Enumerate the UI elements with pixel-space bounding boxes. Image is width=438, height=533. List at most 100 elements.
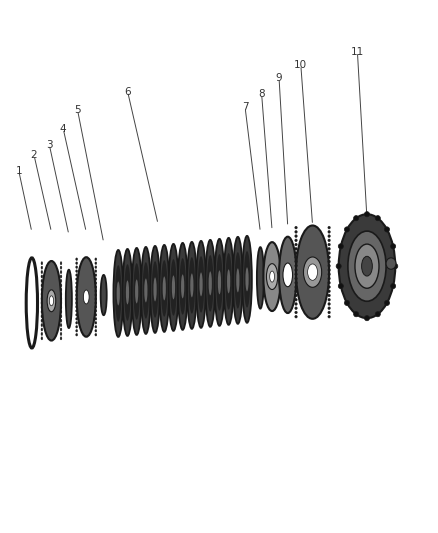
Ellipse shape <box>328 247 330 250</box>
Ellipse shape <box>83 290 89 304</box>
Ellipse shape <box>215 239 224 326</box>
Ellipse shape <box>391 244 396 249</box>
Ellipse shape <box>169 244 178 331</box>
Ellipse shape <box>295 252 297 254</box>
Ellipse shape <box>245 268 249 292</box>
Ellipse shape <box>60 266 62 269</box>
Ellipse shape <box>76 310 78 312</box>
Ellipse shape <box>353 312 359 317</box>
Ellipse shape <box>47 290 56 312</box>
Ellipse shape <box>328 311 330 314</box>
Ellipse shape <box>76 282 78 284</box>
Ellipse shape <box>60 337 62 340</box>
Ellipse shape <box>295 281 297 284</box>
Ellipse shape <box>60 284 62 287</box>
Ellipse shape <box>60 271 62 273</box>
Ellipse shape <box>328 230 330 233</box>
Ellipse shape <box>42 261 61 341</box>
Ellipse shape <box>60 319 62 322</box>
Ellipse shape <box>328 264 330 267</box>
Text: 8: 8 <box>258 89 265 99</box>
Ellipse shape <box>375 215 380 221</box>
Ellipse shape <box>216 254 223 311</box>
Ellipse shape <box>60 288 62 291</box>
Ellipse shape <box>233 237 243 324</box>
Ellipse shape <box>60 306 62 309</box>
Ellipse shape <box>101 275 107 315</box>
Ellipse shape <box>60 328 62 331</box>
Ellipse shape <box>76 302 78 304</box>
Ellipse shape <box>208 271 212 295</box>
Ellipse shape <box>328 239 330 241</box>
Text: 7: 7 <box>242 102 248 112</box>
Ellipse shape <box>295 273 297 276</box>
Text: 2: 2 <box>31 150 37 160</box>
Ellipse shape <box>283 263 293 287</box>
Ellipse shape <box>295 311 297 314</box>
Ellipse shape <box>141 247 151 334</box>
Ellipse shape <box>76 318 78 320</box>
Ellipse shape <box>60 275 62 278</box>
Ellipse shape <box>295 264 297 267</box>
Ellipse shape <box>227 269 230 293</box>
Ellipse shape <box>328 260 330 263</box>
Ellipse shape <box>41 266 43 269</box>
Ellipse shape <box>95 286 97 288</box>
Ellipse shape <box>41 319 43 322</box>
Ellipse shape <box>279 237 297 313</box>
Text: 6: 6 <box>124 86 131 96</box>
Ellipse shape <box>41 275 43 278</box>
Ellipse shape <box>41 297 43 300</box>
Ellipse shape <box>328 226 330 229</box>
Ellipse shape <box>266 264 278 289</box>
Ellipse shape <box>328 269 330 271</box>
Ellipse shape <box>190 273 194 297</box>
Ellipse shape <box>150 246 160 333</box>
Ellipse shape <box>76 294 78 296</box>
Ellipse shape <box>60 333 62 335</box>
Ellipse shape <box>95 297 97 300</box>
Ellipse shape <box>328 286 330 288</box>
Ellipse shape <box>295 286 297 288</box>
Ellipse shape <box>328 277 330 280</box>
Ellipse shape <box>76 270 78 272</box>
Ellipse shape <box>338 244 343 249</box>
Ellipse shape <box>385 227 389 232</box>
Ellipse shape <box>236 269 240 292</box>
Ellipse shape <box>295 239 297 241</box>
Ellipse shape <box>76 290 78 292</box>
Ellipse shape <box>170 259 177 316</box>
Ellipse shape <box>172 276 175 300</box>
Ellipse shape <box>95 329 97 332</box>
Ellipse shape <box>295 256 297 259</box>
Ellipse shape <box>123 249 132 336</box>
Ellipse shape <box>295 260 297 263</box>
Ellipse shape <box>41 314 43 318</box>
Ellipse shape <box>328 273 330 276</box>
Ellipse shape <box>76 286 78 288</box>
Ellipse shape <box>95 278 97 280</box>
Ellipse shape <box>41 324 43 327</box>
Ellipse shape <box>76 329 78 332</box>
Ellipse shape <box>95 326 97 328</box>
Ellipse shape <box>344 227 350 232</box>
Ellipse shape <box>135 279 138 303</box>
Ellipse shape <box>76 297 78 300</box>
Ellipse shape <box>362 256 372 276</box>
Ellipse shape <box>134 263 140 320</box>
Ellipse shape <box>198 256 204 313</box>
Ellipse shape <box>49 296 53 306</box>
Ellipse shape <box>339 214 395 318</box>
Ellipse shape <box>336 264 341 269</box>
Ellipse shape <box>60 324 62 327</box>
Ellipse shape <box>41 262 43 265</box>
Ellipse shape <box>295 303 297 305</box>
Ellipse shape <box>355 244 379 288</box>
Ellipse shape <box>328 235 330 238</box>
Ellipse shape <box>189 257 195 313</box>
Ellipse shape <box>95 274 97 277</box>
Ellipse shape <box>296 225 329 319</box>
Ellipse shape <box>41 284 43 287</box>
Ellipse shape <box>364 316 370 321</box>
Ellipse shape <box>60 293 62 296</box>
